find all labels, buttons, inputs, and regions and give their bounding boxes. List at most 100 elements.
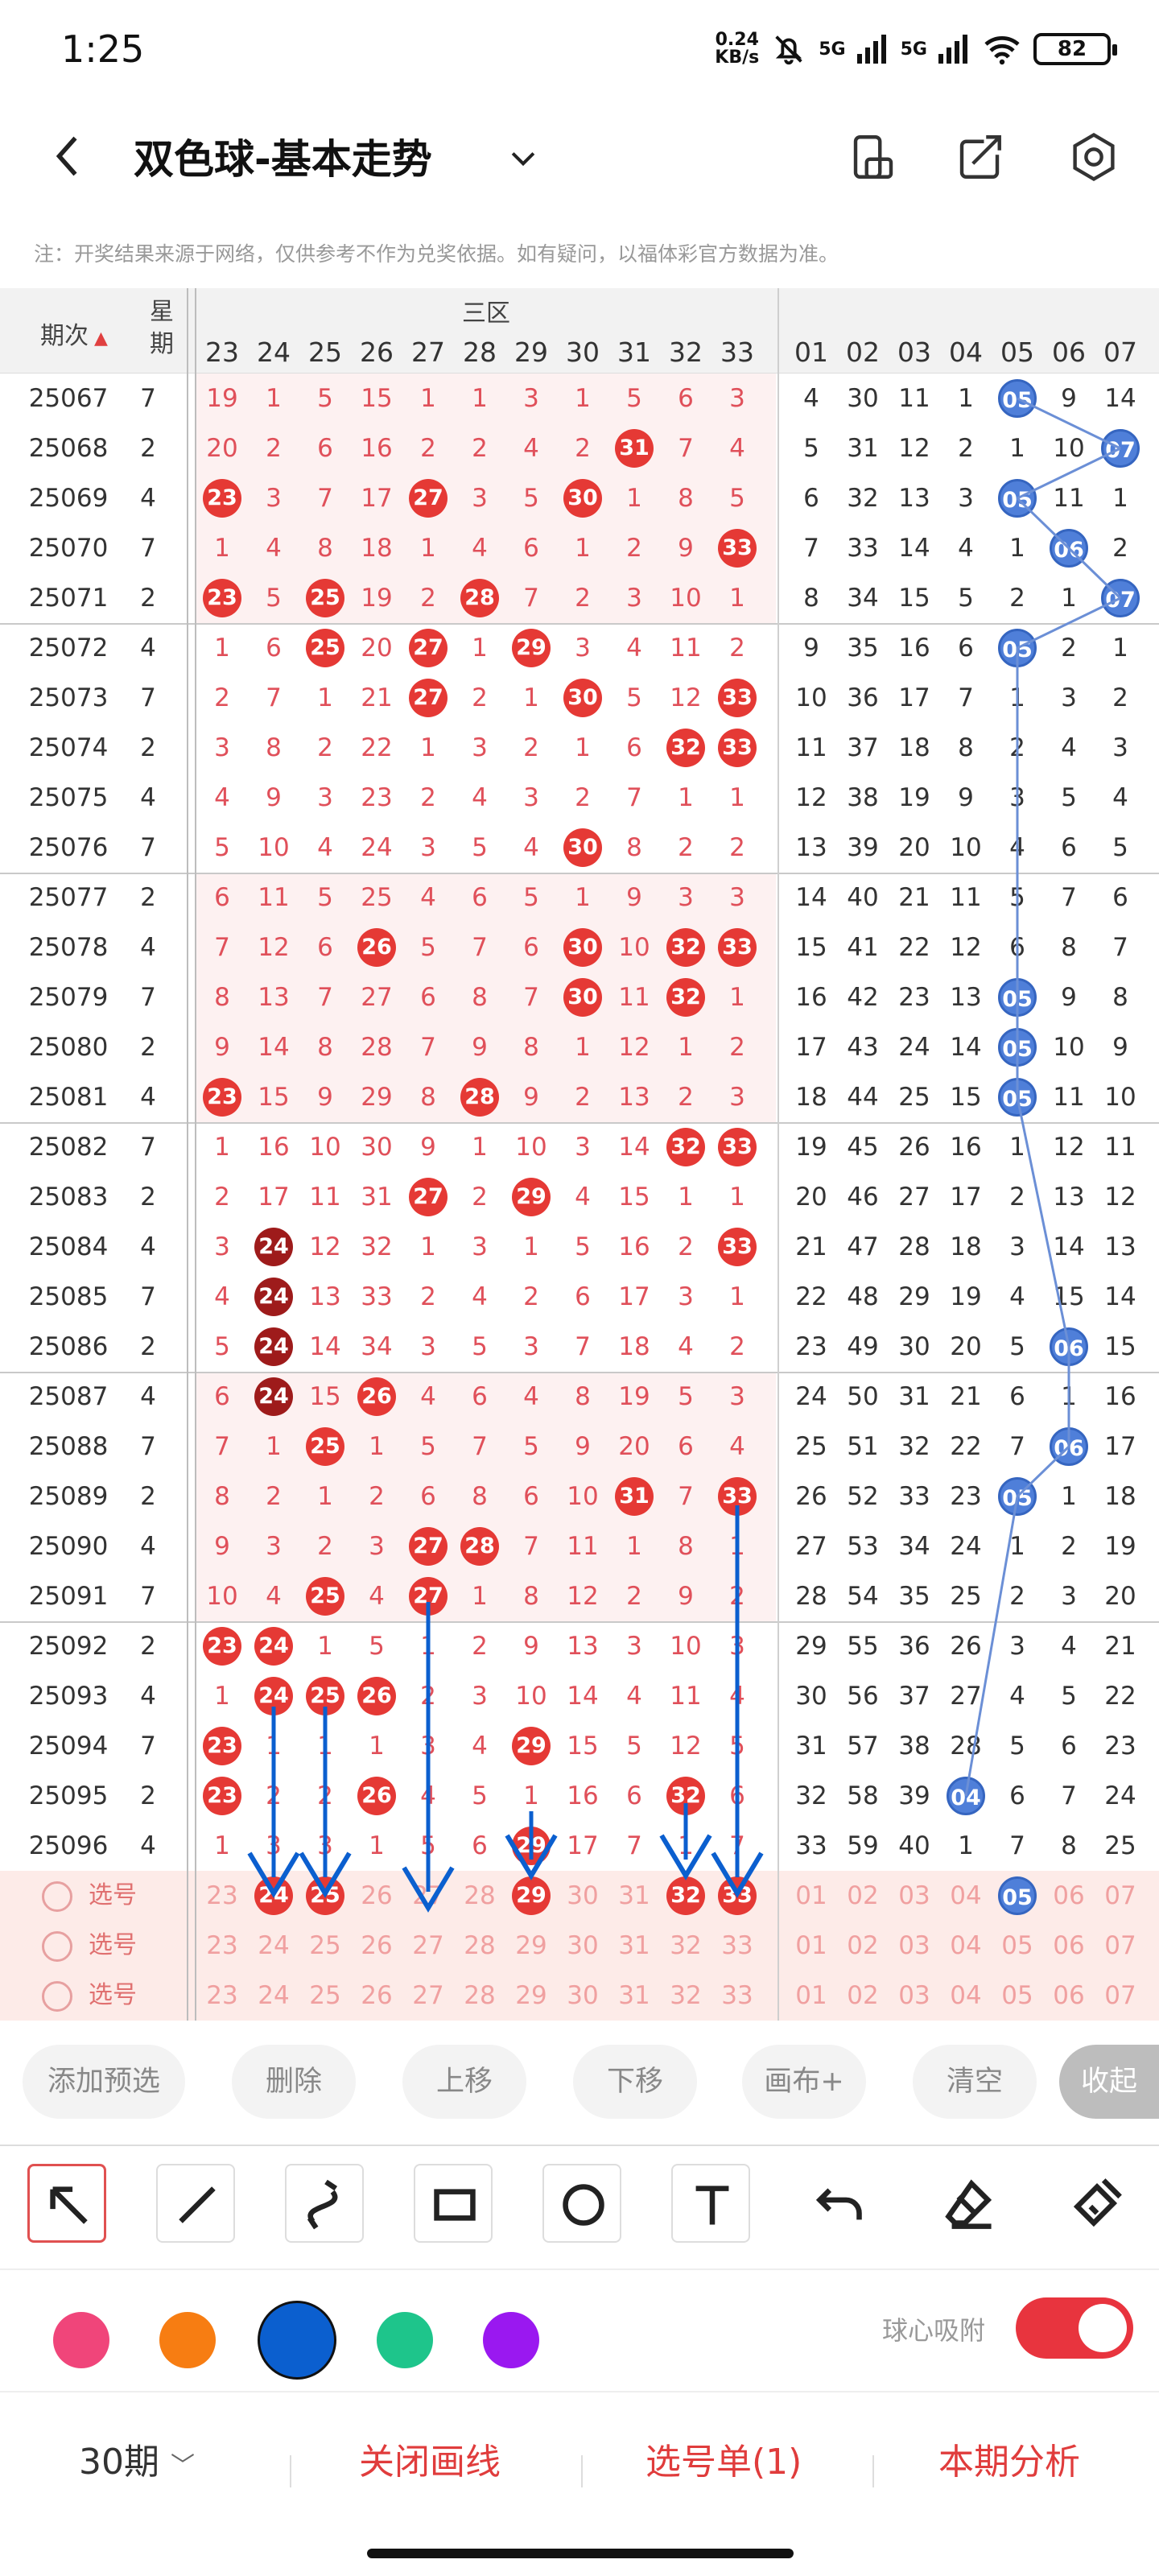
blue-miss-cell[interactable]: 32 <box>898 1432 930 1461</box>
red-miss-cell[interactable]: 12 <box>258 933 290 962</box>
blue-miss-cell[interactable]: 6 <box>1009 933 1025 962</box>
red-ball[interactable]: 27 <box>409 1527 448 1566</box>
settings-icon[interactable] <box>1067 130 1120 184</box>
red-miss-cell[interactable]: 7 <box>266 683 282 712</box>
red-miss-cell[interactable]: 4 <box>523 434 539 463</box>
red-miss-cell[interactable]: 1 <box>317 1732 333 1761</box>
pick-red-cell[interactable]: 27 <box>412 1931 444 1960</box>
blue-miss-cell[interactable]: 7 <box>1112 933 1128 962</box>
pick-blue-cell[interactable]: 07 <box>1104 1881 1136 1910</box>
red-miss-cell[interactable]: 4 <box>369 1582 385 1611</box>
red-miss-cell[interactable]: 6 <box>420 1482 436 1511</box>
red-ball[interactable]: 25 <box>306 579 344 617</box>
blue-miss-cell[interactable]: 1 <box>1009 434 1025 463</box>
blue-miss-cell[interactable]: 8 <box>1112 983 1128 1012</box>
red-miss-cell[interactable]: 7 <box>626 783 642 812</box>
blue-miss-cell[interactable]: 3 <box>1061 683 1077 712</box>
red-miss-cell[interactable]: 3 <box>729 883 745 912</box>
blue-miss-cell[interactable]: 14 <box>1053 1232 1085 1261</box>
red-miss-cell[interactable]: 2 <box>575 1083 591 1112</box>
pick-red-cell[interactable]: 30 <box>567 1931 599 1960</box>
blue-miss-cell[interactable]: 6 <box>1061 833 1077 862</box>
blue-miss-cell[interactable]: 1 <box>1061 584 1077 613</box>
red-miss-cell[interactable]: 2 <box>472 683 488 712</box>
red-miss-cell[interactable]: 6 <box>575 1282 591 1311</box>
pick-blue-cell[interactable]: 04 <box>950 1931 982 1960</box>
red-miss-cell[interactable]: 22 <box>361 733 393 762</box>
blue-miss-cell[interactable]: 5 <box>1061 783 1077 812</box>
pick-red-cell[interactable]: 32 <box>670 1931 702 1960</box>
red-miss-cell[interactable]: 8 <box>678 484 694 513</box>
blue-miss-cell[interactable]: 21 <box>950 1382 982 1411</box>
red-miss-cell[interactable]: 1 <box>472 1582 488 1611</box>
pick-blue-cell[interactable]: 06 <box>1053 1981 1085 2010</box>
red-miss-cell[interactable]: 2 <box>523 733 539 762</box>
red-miss-cell[interactable]: 1 <box>575 733 591 762</box>
blue-miss-cell[interactable]: 38 <box>898 1732 930 1761</box>
blue-miss-cell[interactable]: 2 <box>1009 733 1025 762</box>
red-miss-cell[interactable]: 5 <box>678 1382 694 1411</box>
red-ball[interactable]: 23 <box>203 1727 241 1765</box>
red-miss-cell[interactable]: 7 <box>472 933 488 962</box>
red-miss-cell[interactable]: 24 <box>361 833 393 862</box>
blue-miss-cell[interactable]: 1 <box>958 1831 974 1860</box>
red-miss-cell[interactable]: 4 <box>523 833 539 862</box>
blue-miss-cell[interactable]: 14 <box>1104 1282 1136 1311</box>
blue-miss-cell[interactable]: 20 <box>898 833 930 862</box>
pick-blue-cell[interactable]: 06 <box>1053 1881 1085 1910</box>
red-miss-cell[interactable]: 8 <box>317 534 333 563</box>
blue-miss-cell[interactable]: 17 <box>1104 1432 1136 1461</box>
pick-blue-cell[interactable]: 05 <box>1001 1931 1033 1960</box>
blue-miss-cell[interactable]: 11 <box>898 384 930 413</box>
pick-red-cell[interactable]: 29 <box>515 1981 547 2010</box>
pick-blue-cell[interactable]: 03 <box>898 1931 930 1960</box>
blue-miss-cell[interactable]: 1 <box>1061 1482 1077 1511</box>
blue-miss-cell[interactable]: 16 <box>795 983 827 1012</box>
blue-miss-cell[interactable]: 1 <box>1009 534 1025 563</box>
blue-miss-cell[interactable]: 30 <box>795 1682 827 1711</box>
red-miss-cell[interactable]: 16 <box>258 1133 290 1162</box>
red-miss-cell[interactable]: 6 <box>214 883 230 912</box>
red-miss-cell[interactable]: 10 <box>618 933 650 962</box>
blue-miss-cell[interactable]: 6 <box>1009 1781 1025 1810</box>
red-miss-cell[interactable]: 6 <box>678 384 694 413</box>
red-miss-cell[interactable]: 3 <box>575 1133 591 1162</box>
red-miss-cell[interactable]: 11 <box>670 1682 702 1711</box>
pick-blue-cell[interactable]: 02 <box>847 1931 879 1960</box>
blue-miss-cell[interactable]: 11 <box>795 733 827 762</box>
red-miss-cell[interactable]: 27 <box>361 983 393 1012</box>
blue-miss-cell[interactable]: 9 <box>803 634 819 663</box>
red-miss-cell[interactable]: 12 <box>670 1732 702 1761</box>
red-miss-cell[interactable]: 5 <box>729 484 745 513</box>
red-miss-cell[interactable]: 15 <box>361 384 393 413</box>
blue-miss-cell[interactable]: 5 <box>958 584 974 613</box>
red-miss-cell[interactable]: 3 <box>369 1532 385 1561</box>
pick-blue-cell[interactable]: 01 <box>795 1881 827 1910</box>
blue-miss-cell[interactable]: 23 <box>795 1332 827 1361</box>
blue-miss-cell[interactable]: 12 <box>950 933 982 962</box>
blue-miss-cell[interactable]: 13 <box>950 983 982 1012</box>
pick-blue-cell[interactable]: 07 <box>1104 1981 1136 2010</box>
red-miss-cell[interactable]: 2 <box>317 733 333 762</box>
red-miss-cell[interactable]: 8 <box>214 1482 230 1511</box>
red-ball[interactable]: 23 <box>203 1777 241 1815</box>
blue-miss-cell[interactable]: 7 <box>1009 1432 1025 1461</box>
red-miss-cell[interactable]: 15 <box>618 1183 650 1212</box>
red-miss-cell[interactable]: 2 <box>266 1781 282 1810</box>
blue-miss-cell[interactable]: 48 <box>847 1282 879 1311</box>
red-ball[interactable]: 25 <box>306 1427 344 1466</box>
red-miss-cell[interactable]: 7 <box>317 983 333 1012</box>
red-miss-cell[interactable]: 9 <box>678 1582 694 1611</box>
red-miss-cell[interactable]: 3 <box>729 384 745 413</box>
red-ball[interactable]: 25 <box>306 1677 344 1715</box>
blue-miss-cell[interactable]: 6 <box>1009 1382 1025 1411</box>
red-miss-cell[interactable]: 1 <box>523 1781 539 1810</box>
red-miss-cell[interactable]: 1 <box>523 683 539 712</box>
red-miss-cell[interactable]: 7 <box>678 1482 694 1511</box>
blue-miss-cell[interactable]: 27 <box>795 1532 827 1561</box>
color-orange[interactable] <box>159 2312 216 2368</box>
red-miss-cell[interactable]: 33 <box>361 1282 393 1311</box>
red-miss-cell[interactable]: 6 <box>626 1781 642 1810</box>
back-arrow-icon[interactable] <box>45 132 93 180</box>
red-miss-cell[interactable]: 8 <box>214 983 230 1012</box>
